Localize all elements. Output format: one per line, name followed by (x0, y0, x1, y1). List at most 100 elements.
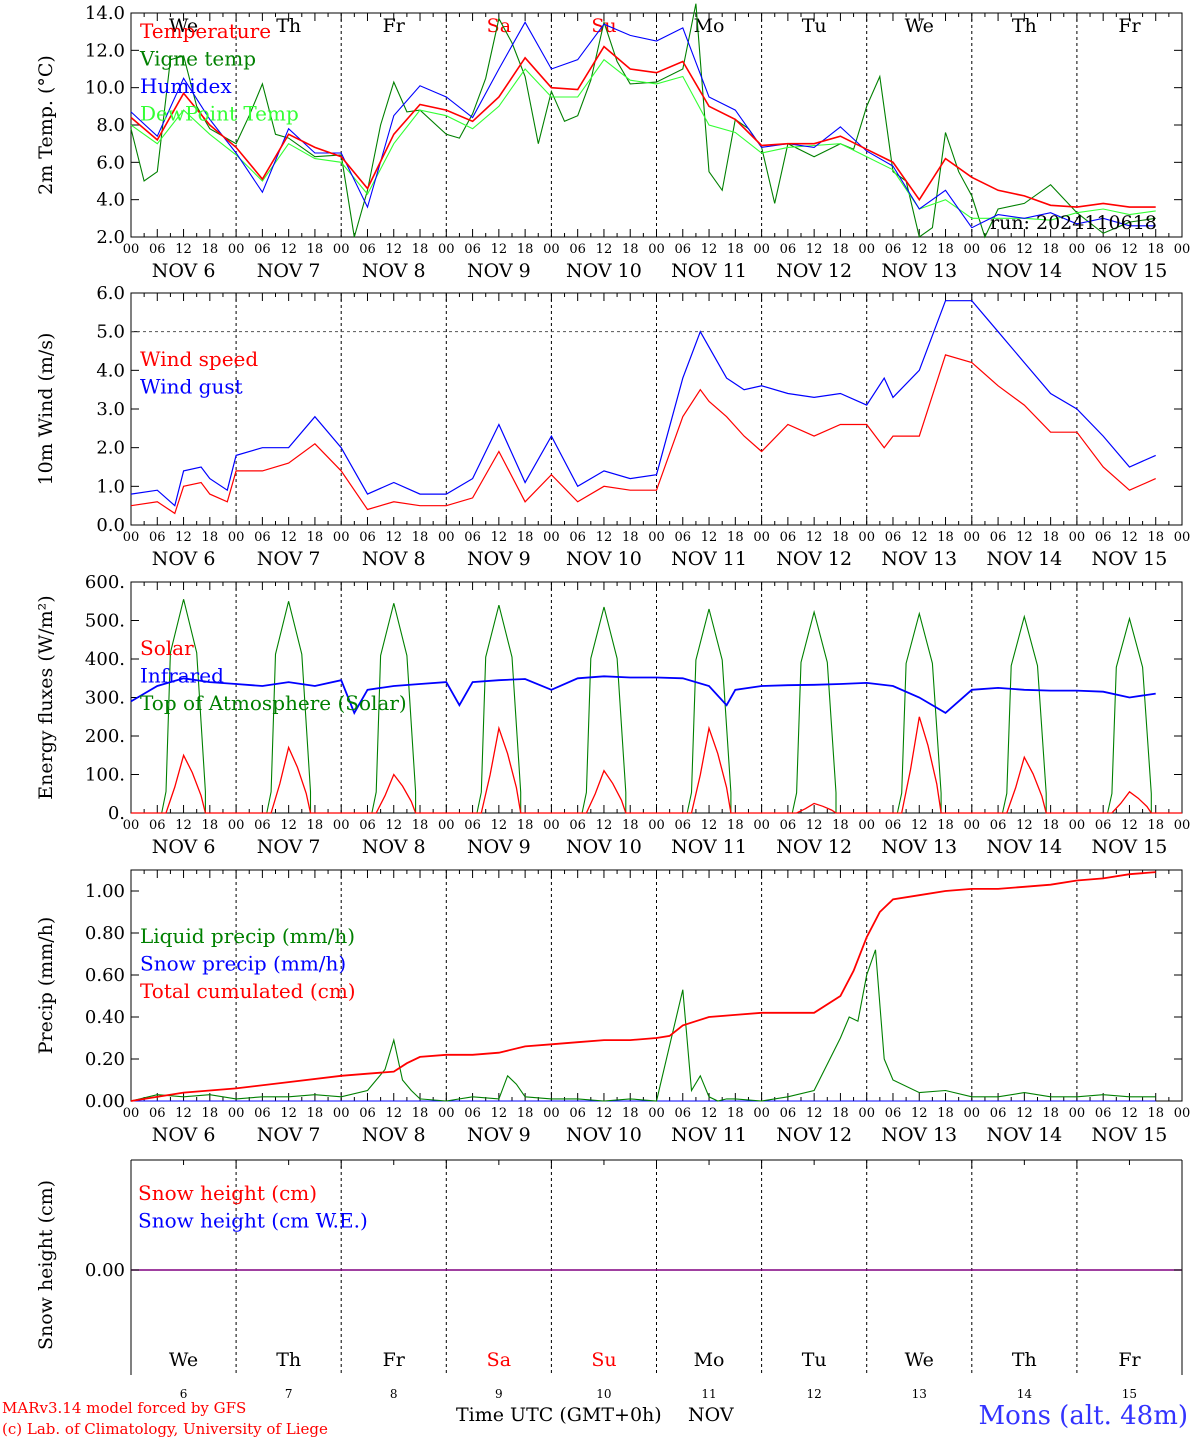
hour-tick-label: 00 (1174, 242, 1191, 257)
hour-tick-label: 12 (596, 242, 613, 257)
panel-5: 0.00 Snow height (cm) Snow height (cm) Snow… (35, 1159, 1183, 1401)
hour-tick-label: 18 (832, 1106, 849, 1121)
y-tick-label: 1.0 (96, 476, 125, 497)
date-label: NOV 10 (566, 260, 642, 282)
hour-tick-label: 06 (464, 1106, 481, 1121)
y-tick-label: 500. (85, 611, 125, 632)
y-tick-label: 12.0 (85, 40, 125, 61)
hour-tick-label: 06 (990, 818, 1007, 833)
date-label: NOV 15 (1092, 260, 1168, 282)
legend-entry: Temperature (140, 19, 271, 43)
hour-tick-label: 00 (333, 818, 350, 833)
hour-tick-label: 06 (149, 530, 166, 545)
hour-tick-label: 06 (254, 1106, 271, 1121)
hour-tick-label: 00 (438, 1106, 455, 1121)
hour-tick-label: 06 (359, 1106, 376, 1121)
hour-tick-label: 00 (123, 1106, 140, 1121)
hour-tick-label: 06 (675, 1106, 692, 1121)
y-tick-label: 300. (85, 688, 125, 709)
hour-tick-label: 18 (1042, 818, 1059, 833)
y-axis-label: 10m Wind (m/s) (35, 333, 57, 486)
hour-tick-label: 06 (254, 242, 271, 257)
hour-tick-label: 00 (333, 530, 350, 545)
hour-tick-label: 06 (675, 818, 692, 833)
day-number-label: 14 (1017, 1387, 1033, 1401)
hour-tick-label: 12 (385, 242, 402, 257)
hour-tick-label: 06 (780, 1106, 797, 1121)
hour-tick-label: 18 (517, 818, 534, 833)
hour-tick-label: 12 (596, 818, 613, 833)
weekday-label: Fr (1118, 1349, 1141, 1371)
hour-tick-label: 12 (701, 242, 718, 257)
weekday-label: Tu (802, 15, 827, 37)
y-tick-label: 5.0 (96, 322, 125, 343)
day-number-label: 13 (912, 1387, 927, 1401)
hour-tick-label: 12 (701, 1106, 718, 1121)
y-axis-label: Snow height (cm) (35, 1180, 57, 1350)
hour-tick-label: 18 (622, 818, 639, 833)
panel-4: 00 06 12 18 00 06 12 18 00 06 12 18 00 06 12 18 00 06 12 18… (35, 869, 1190, 1146)
y-tick-label: 100. (85, 765, 125, 786)
hour-tick-label: 12 (1016, 818, 1033, 833)
hour-tick-label: 00 (1069, 530, 1086, 545)
hour-tick-label: 00 (543, 818, 560, 833)
hour-tick-label: 00 (858, 818, 875, 833)
model-credit: MARv3.14 model forced by GFS (2, 1399, 247, 1417)
date-label: NOV 13 (881, 260, 957, 282)
hour-tick-label: 18 (412, 818, 429, 833)
hour-tick-label: 06 (885, 1106, 902, 1121)
date-label: NOV 7 (257, 1124, 321, 1146)
day-number-label: 10 (596, 1387, 611, 1401)
hour-tick-label: 06 (464, 530, 481, 545)
hour-tick-label: 00 (964, 530, 981, 545)
hour-tick-label: 00 (648, 530, 665, 545)
weekday-label: Fr (1118, 15, 1141, 37)
hour-tick-label: 12 (806, 1106, 823, 1121)
hour-tick-label: 18 (307, 242, 324, 257)
hour-tick-label: 12 (911, 1106, 928, 1121)
hour-tick-label: 12 (280, 818, 297, 833)
y-tick-label: 10.0 (85, 78, 125, 99)
hour-tick-label: 00 (333, 1106, 350, 1121)
date-label: NOV 15 (1092, 1124, 1168, 1146)
date-label: NOV 14 (986, 260, 1062, 282)
hour-tick-label: 18 (202, 242, 219, 257)
date-label: NOV 11 (671, 836, 747, 858)
hour-tick-label: 06 (254, 530, 271, 545)
hour-tick-label: 06 (569, 530, 586, 545)
copyright-credit: (c) Lab. of Climatology, University of L… (2, 1420, 328, 1438)
date-label: NOV 11 (671, 1124, 747, 1146)
hour-tick-label: 06 (569, 1106, 586, 1121)
series-line (130, 58, 1156, 221)
hour-tick-label: 18 (517, 1106, 534, 1121)
hour-tick-label: 12 (175, 818, 192, 833)
weekday-label: Sa (487, 1349, 511, 1371)
legend-entry: Vigne temp (139, 47, 256, 71)
hour-tick-label: 18 (202, 1106, 219, 1121)
weekday-label: We (905, 15, 934, 37)
hour-tick-label: 12 (175, 242, 192, 257)
hour-tick-label: 18 (727, 530, 744, 545)
hour-tick-label: 18 (727, 1106, 744, 1121)
day-number-label: 8 (390, 1387, 398, 1401)
date-label: NOV 7 (257, 836, 321, 858)
hour-tick-label: 00 (1069, 1106, 1086, 1121)
hour-tick-label: 06 (359, 530, 376, 545)
y-tick-label: 3.0 (96, 399, 125, 420)
hour-tick-label: 06 (885, 530, 902, 545)
date-label: NOV 7 (257, 260, 321, 282)
hour-tick-label: 18 (517, 530, 534, 545)
hour-tick-label: 00 (543, 1106, 560, 1121)
hour-tick-label: 06 (149, 1106, 166, 1121)
y-axis-label: 2m Temp. (°C) (35, 55, 57, 195)
hour-tick-label: 18 (832, 530, 849, 545)
day-number-label: 15 (1122, 1387, 1137, 1401)
hour-tick-label: 00 (438, 242, 455, 257)
date-label: NOV 7 (257, 548, 321, 570)
hour-tick-label: 12 (280, 1106, 297, 1121)
hour-tick-label: 00 (228, 530, 245, 545)
hour-tick-label: 18 (412, 1106, 429, 1121)
hour-tick-label: 12 (911, 818, 928, 833)
hour-tick-label: 12 (701, 530, 718, 545)
weekday-label: Th (276, 15, 301, 37)
